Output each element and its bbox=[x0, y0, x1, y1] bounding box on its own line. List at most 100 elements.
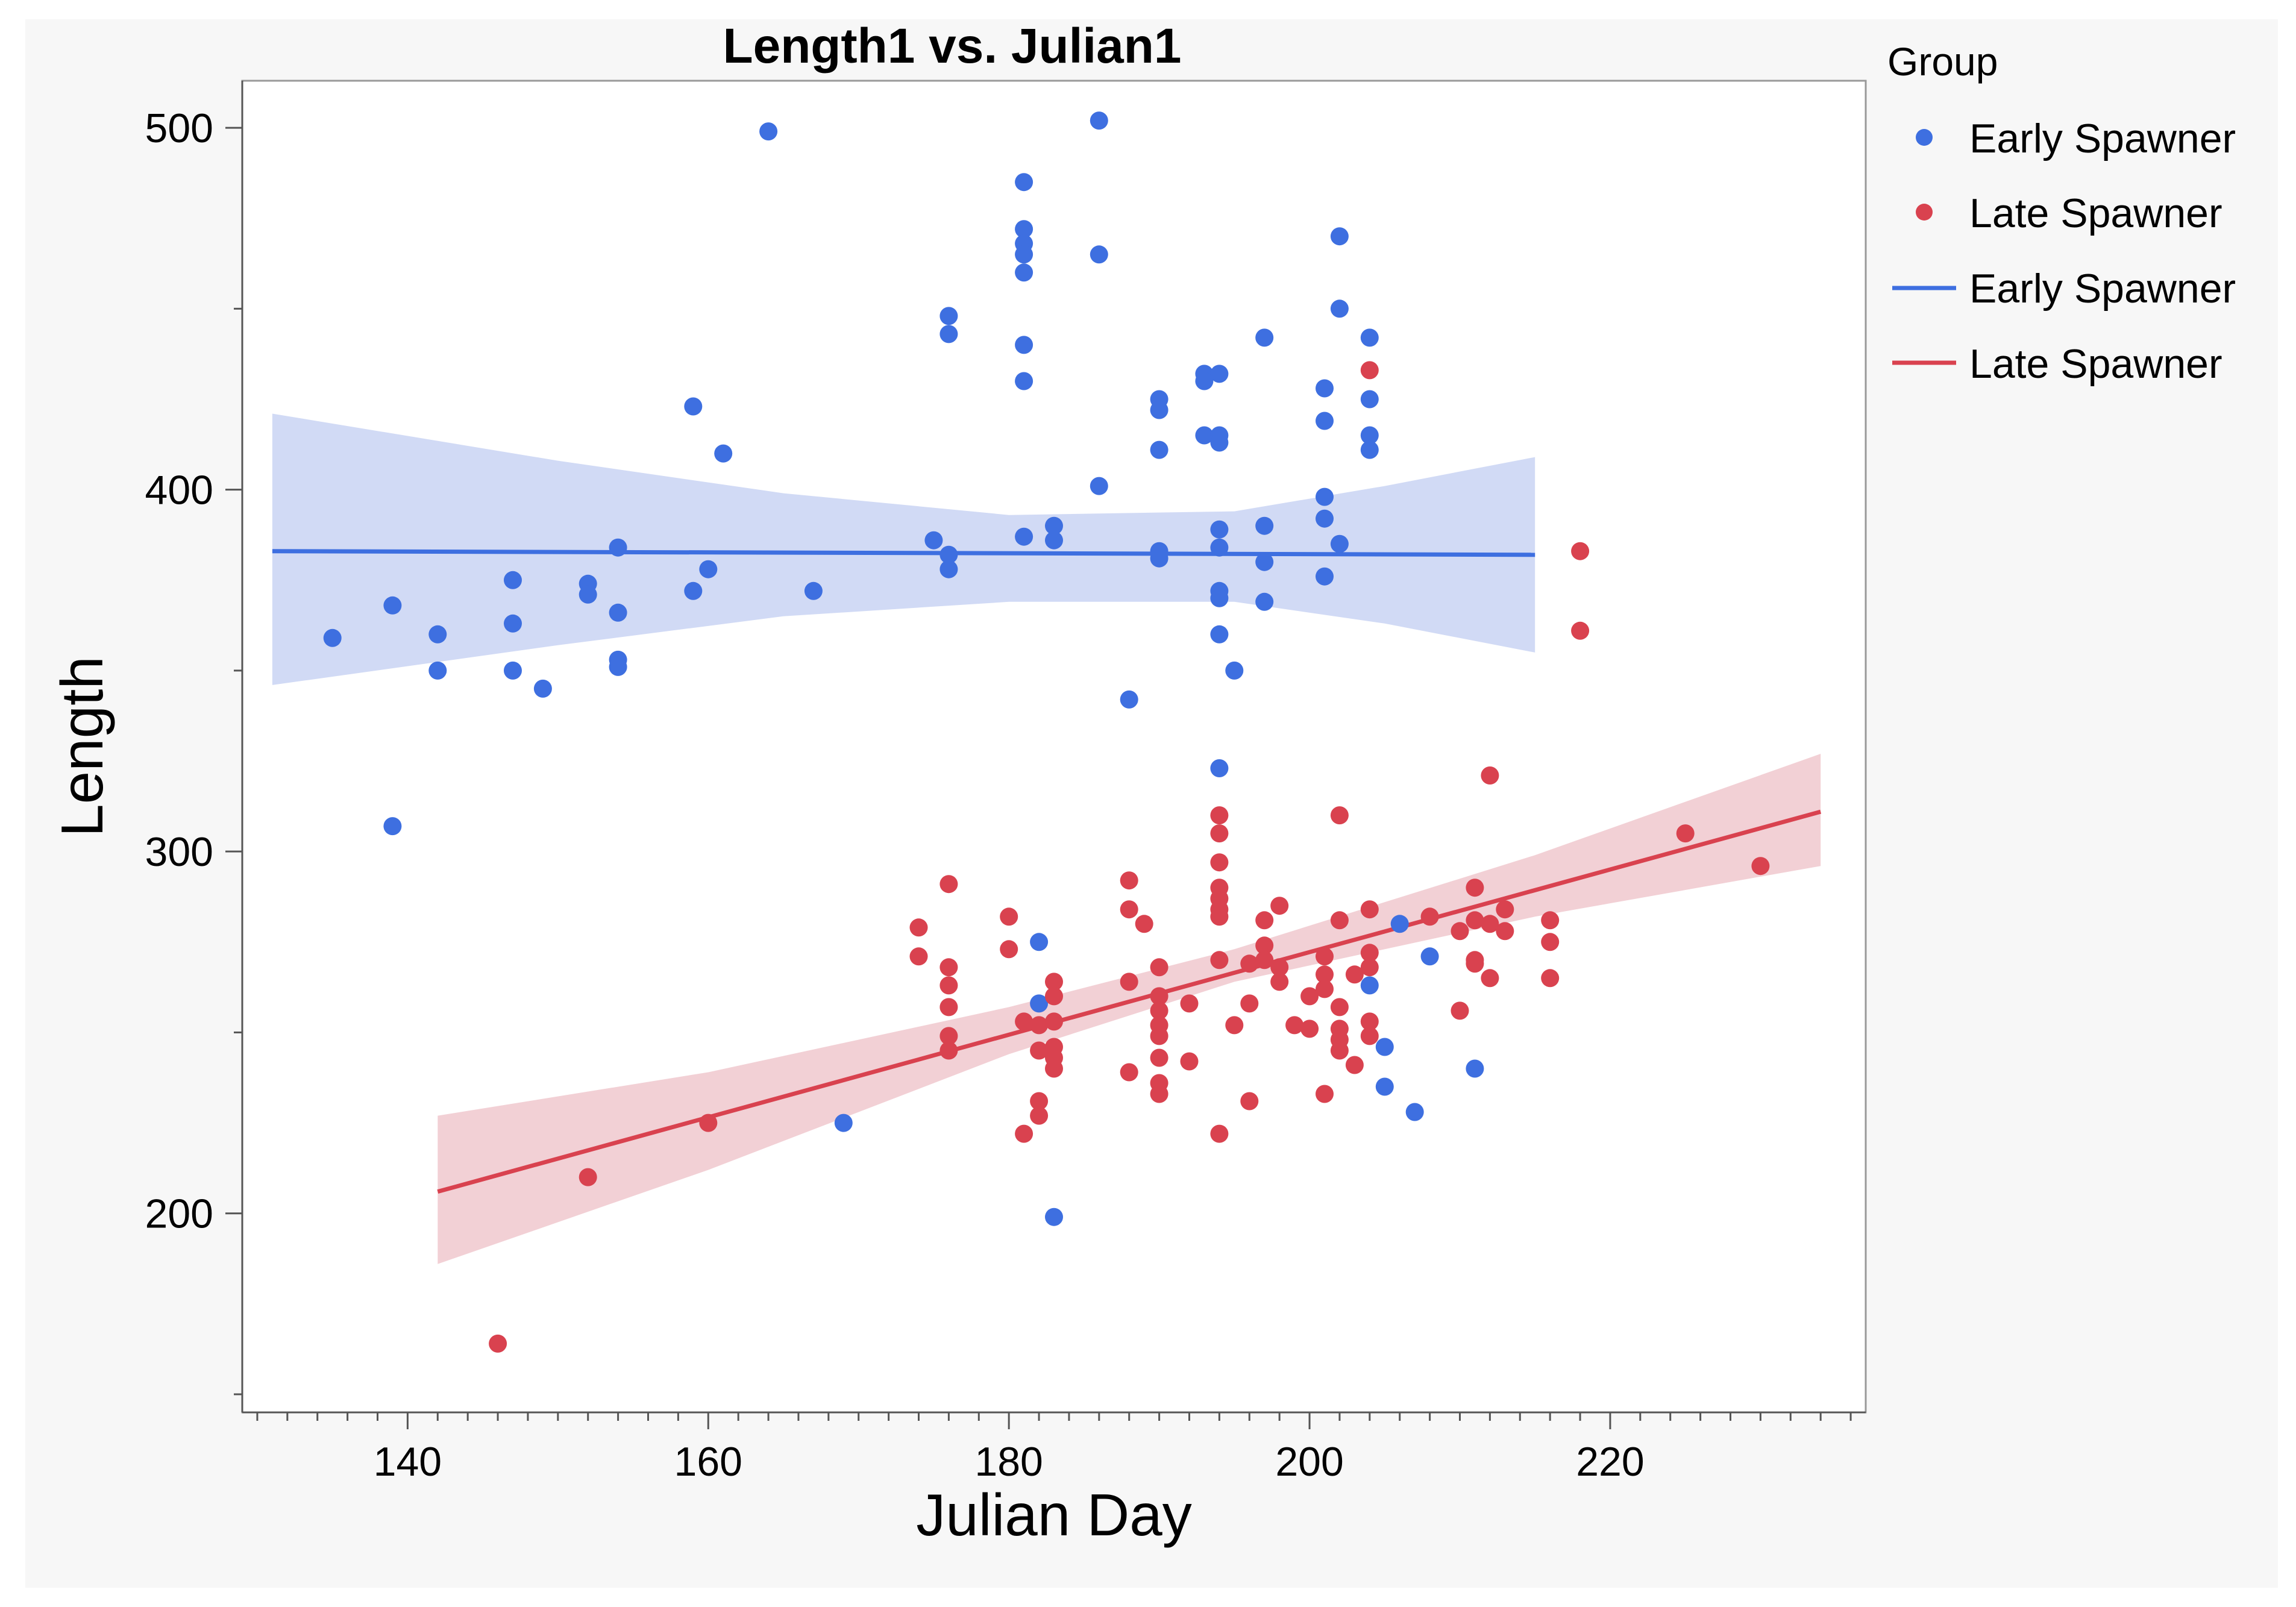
point-early bbox=[1015, 245, 1034, 264]
point-late bbox=[1150, 1027, 1168, 1045]
point-early bbox=[1330, 299, 1349, 318]
legend: Group Early Spawner Late Spawner Early S… bbox=[1887, 39, 2236, 387]
point-late bbox=[1481, 969, 1499, 988]
point-late bbox=[1030, 1106, 1049, 1125]
point-early bbox=[1420, 947, 1439, 966]
point-late bbox=[1360, 361, 1379, 380]
y-tick-label: 300 bbox=[145, 829, 213, 875]
point-early bbox=[1195, 426, 1214, 445]
point-late bbox=[1150, 1085, 1168, 1103]
point-early bbox=[1150, 401, 1168, 419]
point-early bbox=[1466, 1059, 1484, 1078]
point-late bbox=[1451, 1001, 1469, 1020]
point-late bbox=[1481, 915, 1499, 933]
point-late bbox=[579, 1168, 597, 1186]
point-early bbox=[1015, 220, 1034, 239]
point-late bbox=[1015, 1012, 1034, 1031]
point-early bbox=[684, 581, 703, 600]
point-early bbox=[1210, 433, 1229, 452]
point-early bbox=[1150, 440, 1168, 459]
x-axis: 140 160 180 200 220 bbox=[242, 1411, 1866, 1485]
point-early bbox=[609, 603, 627, 622]
point-late bbox=[1316, 1085, 1334, 1103]
legend-entry-early-line: Early Spawner bbox=[1892, 266, 2236, 312]
point-early bbox=[1210, 625, 1229, 644]
point-early bbox=[939, 545, 958, 564]
point-late bbox=[1045, 973, 1063, 991]
point-late bbox=[1345, 1056, 1364, 1074]
point-late bbox=[1210, 824, 1229, 843]
y-tick-label: 500 bbox=[145, 105, 213, 151]
point-early bbox=[1316, 379, 1334, 398]
point-late bbox=[1360, 1012, 1379, 1031]
point-late bbox=[1360, 900, 1379, 919]
point-late bbox=[1330, 806, 1349, 825]
y-tick-label: 400 bbox=[145, 468, 213, 513]
point-late bbox=[1330, 911, 1349, 930]
point-early bbox=[383, 817, 402, 836]
point-early bbox=[533, 679, 552, 698]
point-early bbox=[1045, 516, 1063, 535]
point-early bbox=[1090, 111, 1108, 130]
point-early bbox=[323, 628, 342, 647]
point-early bbox=[609, 538, 627, 557]
point-late bbox=[1135, 915, 1153, 933]
point-late bbox=[1466, 911, 1484, 930]
chart-title: Length1 vs. Julian1 bbox=[723, 19, 1182, 74]
point-early bbox=[1360, 440, 1379, 459]
point-early bbox=[1120, 690, 1138, 709]
point-late bbox=[1466, 879, 1484, 897]
point-late bbox=[1120, 900, 1138, 919]
point-early bbox=[1316, 567, 1334, 586]
point-late bbox=[1330, 998, 1349, 1017]
point-late bbox=[939, 1041, 958, 1060]
legend-label: Late Spawner bbox=[1969, 341, 2222, 387]
point-early bbox=[579, 585, 597, 604]
legend-marker-early-spawner bbox=[1916, 129, 1933, 146]
point-early bbox=[1360, 426, 1379, 445]
point-late bbox=[1496, 900, 1514, 919]
x-tick-label: 160 bbox=[674, 1439, 742, 1485]
point-early bbox=[1316, 412, 1334, 430]
point-early bbox=[939, 325, 958, 343]
point-late bbox=[1180, 1052, 1199, 1071]
point-early bbox=[834, 1114, 853, 1132]
point-late bbox=[489, 1334, 507, 1353]
point-late bbox=[1300, 1020, 1319, 1038]
fit-lines bbox=[272, 549, 1822, 1194]
point-late bbox=[1330, 1041, 1349, 1060]
point-early bbox=[699, 560, 718, 578]
legend-title: Group bbox=[1887, 39, 1998, 84]
point-late bbox=[1420, 907, 1439, 926]
point-late bbox=[909, 947, 928, 966]
point-late bbox=[1000, 907, 1018, 926]
point-early bbox=[1015, 336, 1034, 354]
point-late bbox=[1120, 1063, 1138, 1082]
point-late bbox=[1120, 871, 1138, 890]
point-late bbox=[939, 875, 958, 894]
point-early bbox=[804, 581, 823, 600]
point-late bbox=[1240, 994, 1259, 1013]
point-early bbox=[759, 122, 778, 141]
point-early bbox=[1210, 520, 1229, 539]
point-late bbox=[939, 1027, 958, 1045]
point-early bbox=[1255, 516, 1274, 535]
point-early bbox=[1316, 509, 1334, 528]
legend-label: Early Spawner bbox=[1969, 266, 2236, 312]
point-late bbox=[1240, 954, 1259, 973]
point-late bbox=[1120, 973, 1138, 991]
point-late bbox=[1360, 944, 1379, 962]
x-tick-label: 180 bbox=[974, 1439, 1043, 1485]
point-late bbox=[1571, 542, 1590, 560]
point-late bbox=[1210, 907, 1229, 926]
point-early bbox=[383, 596, 402, 615]
point-early bbox=[1375, 1038, 1394, 1056]
ci-band-early bbox=[272, 413, 1535, 685]
x-axis-label: Julian Day bbox=[916, 1482, 1192, 1548]
point-early bbox=[1015, 527, 1034, 546]
legend-label: Late Spawner bbox=[1969, 190, 2222, 236]
x-tick-label: 140 bbox=[374, 1439, 442, 1485]
x-tick-label: 200 bbox=[1275, 1439, 1343, 1485]
point-early bbox=[1210, 589, 1229, 607]
point-late bbox=[1345, 965, 1364, 984]
